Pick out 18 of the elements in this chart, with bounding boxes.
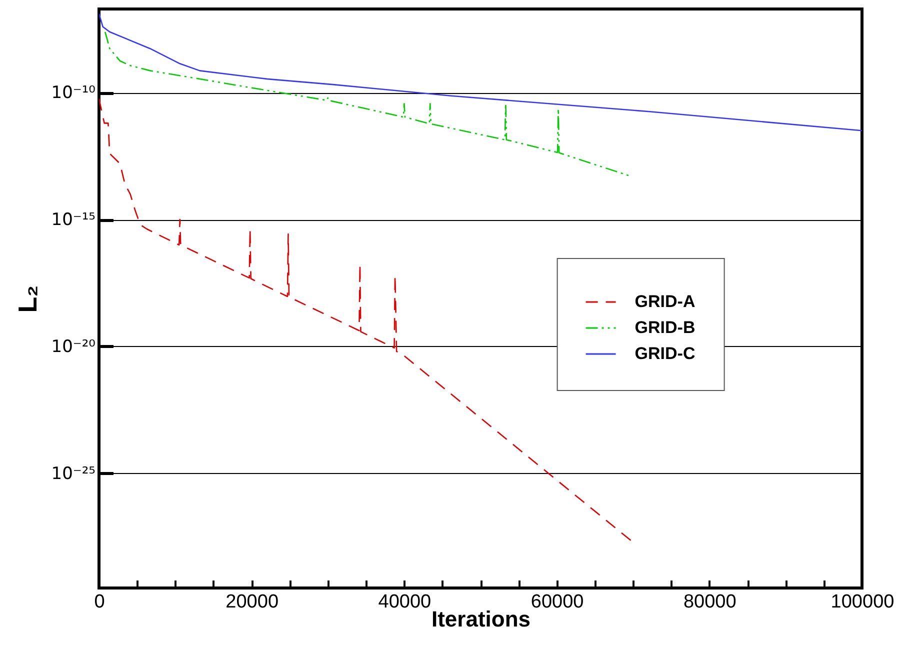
- legend-label: GRID-C: [634, 344, 696, 363]
- y-tick-label: 10⁻²⁵: [51, 464, 96, 484]
- y-tick-label: 10⁻²⁰: [51, 336, 96, 357]
- x-tick-label: 40000: [378, 592, 432, 612]
- x-axis-title: Iterations: [431, 606, 531, 632]
- y-tick-label: 10⁻¹⁵: [51, 210, 96, 230]
- line-series: [104, 31, 631, 177]
- legend-label: GRID-B: [634, 318, 696, 337]
- legend-label: GRID-A: [634, 292, 696, 311]
- y-axis-title: L₂: [12, 285, 42, 313]
- line-series: [99, 98, 634, 543]
- x-tick-label: 100000: [830, 592, 894, 612]
- y-tick-label: 10⁻¹⁰: [51, 83, 96, 104]
- x-tick-label: 80000: [683, 592, 736, 612]
- x-tick-label: 0: [94, 592, 105, 612]
- x-tick-label: 60000: [530, 592, 584, 612]
- line-series: [99, 13, 862, 132]
- x-tick-label: 20000: [226, 592, 279, 612]
